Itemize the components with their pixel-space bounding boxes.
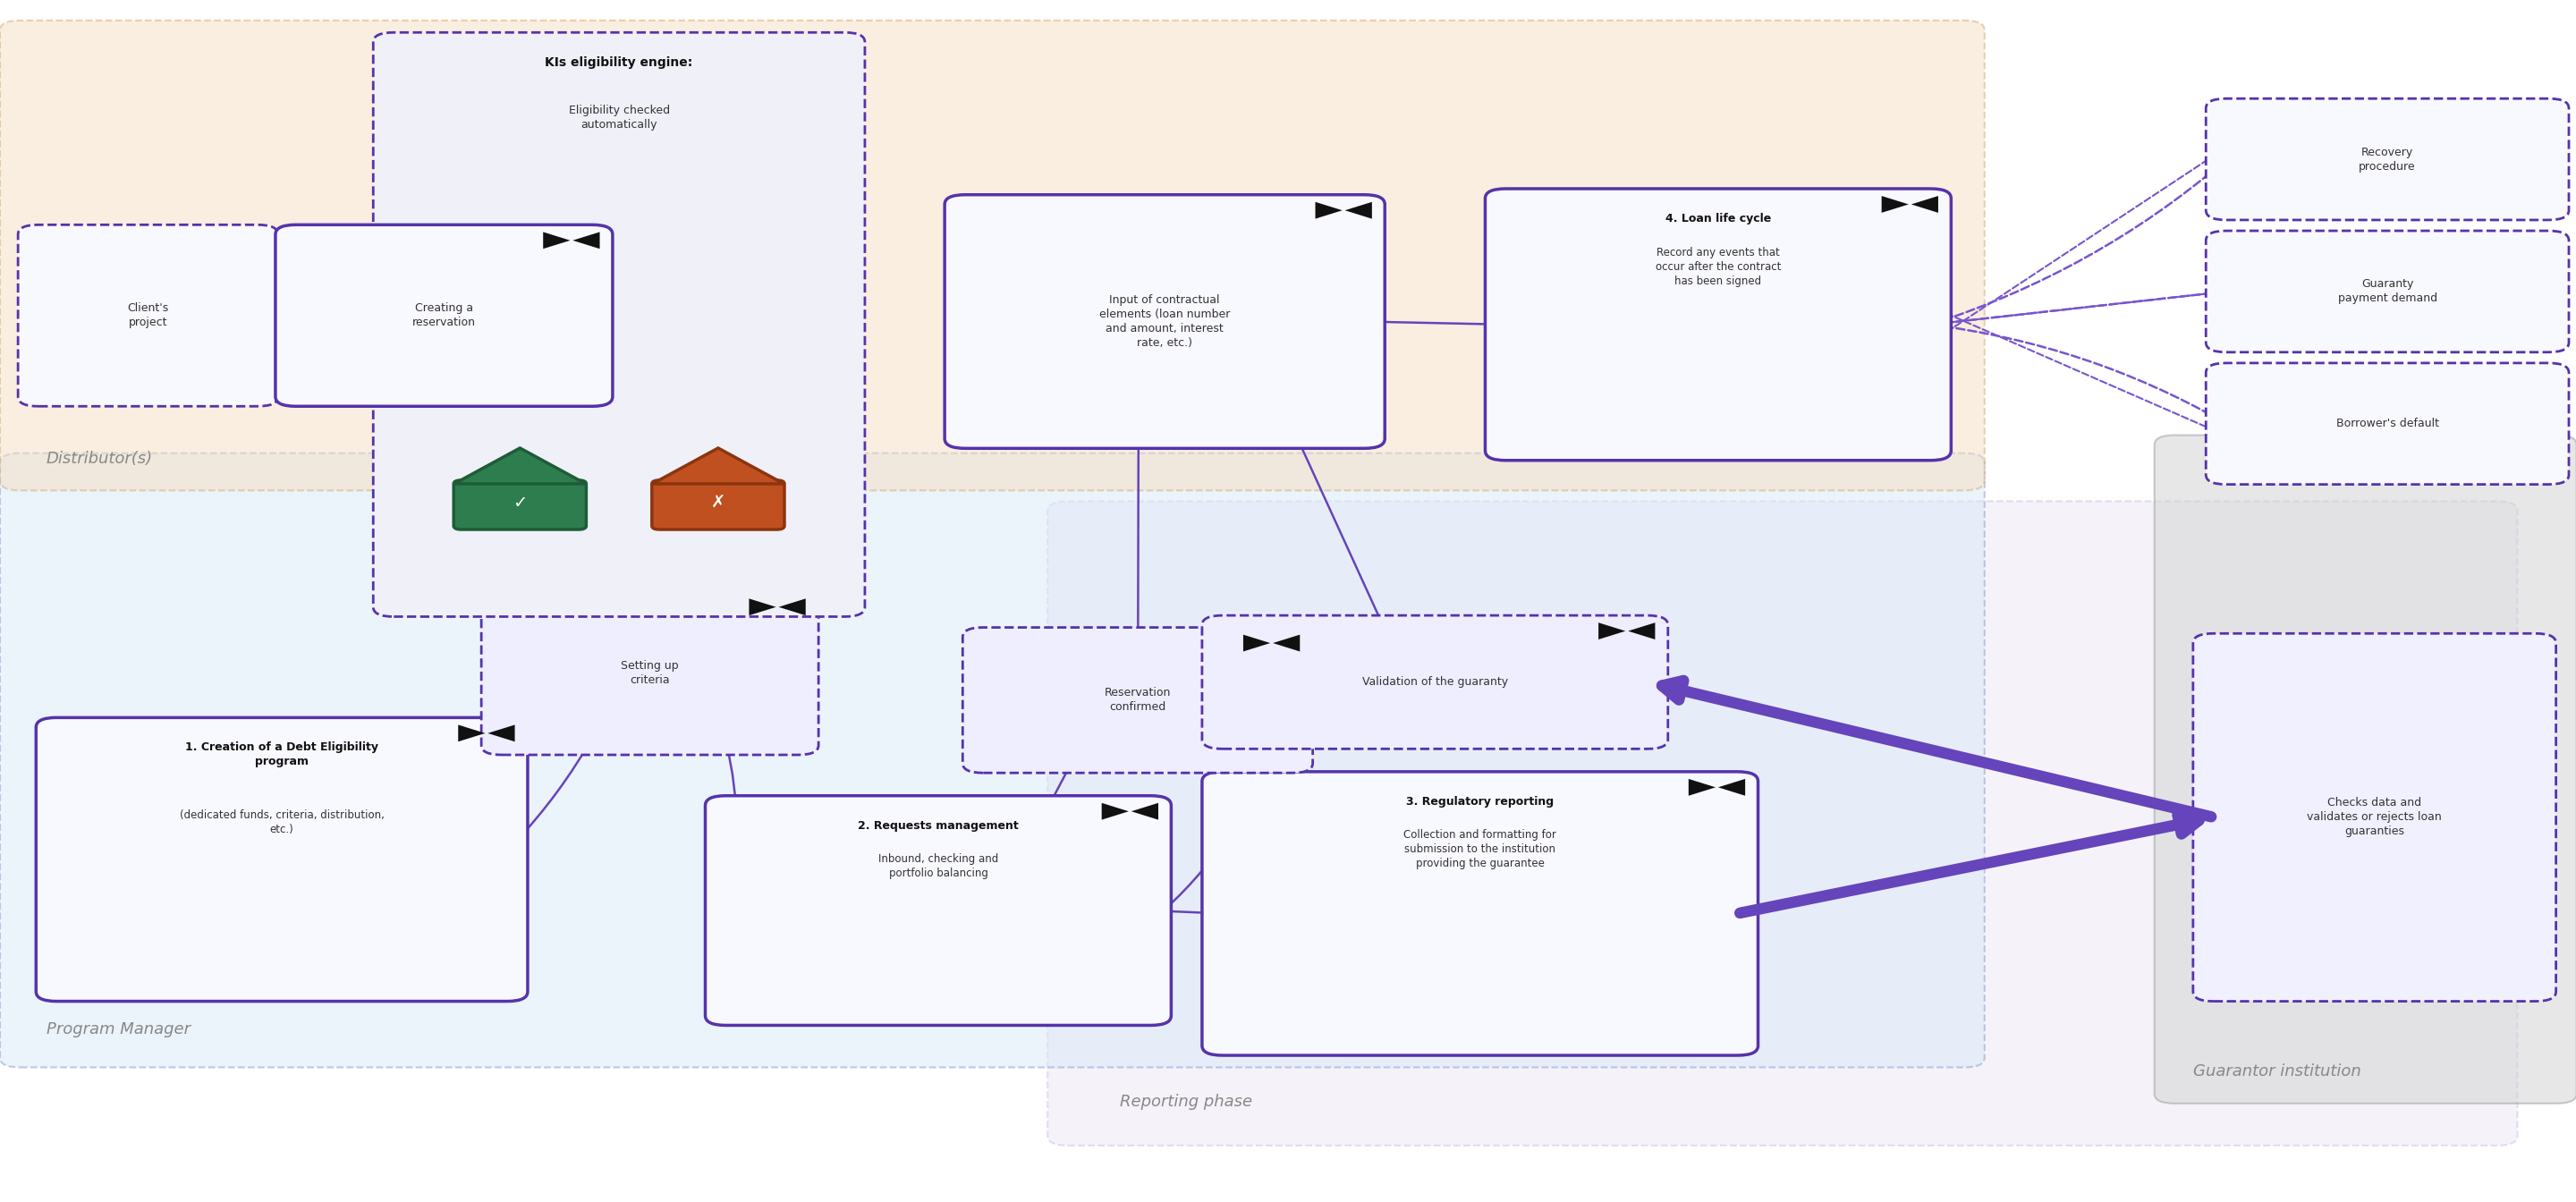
FancyBboxPatch shape <box>2205 231 2568 352</box>
Text: Inbound, checking and
portfolio balancing: Inbound, checking and portfolio balancin… <box>878 853 999 880</box>
FancyBboxPatch shape <box>2205 99 2568 220</box>
Text: Guarantor institution: Guarantor institution <box>2192 1064 2362 1079</box>
Text: Setting up
criteria: Setting up criteria <box>621 660 680 686</box>
FancyBboxPatch shape <box>945 195 1386 448</box>
FancyBboxPatch shape <box>453 481 587 530</box>
Polygon shape <box>1345 202 1373 219</box>
Polygon shape <box>544 232 569 249</box>
FancyBboxPatch shape <box>374 32 866 617</box>
FancyBboxPatch shape <box>963 627 1314 773</box>
FancyBboxPatch shape <box>0 20 1984 490</box>
Text: 1. Creation of a Debt Eligibility
program: 1. Creation of a Debt Eligibility progra… <box>185 742 379 768</box>
Text: Checks data and
validates or rejects loan
guaranties: Checks data and validates or rejects loa… <box>2308 797 2442 838</box>
Polygon shape <box>572 232 600 249</box>
Polygon shape <box>1628 623 1656 639</box>
FancyBboxPatch shape <box>1048 501 2517 1146</box>
Text: Reservation
confirmed: Reservation confirmed <box>1105 688 1172 713</box>
Polygon shape <box>750 599 775 615</box>
Text: Input of contractual
elements (loan number
and amount, interest
rate, etc.): Input of contractual elements (loan numb… <box>1100 294 1231 349</box>
Polygon shape <box>778 599 806 615</box>
Polygon shape <box>487 725 515 742</box>
Polygon shape <box>652 448 783 484</box>
FancyBboxPatch shape <box>652 481 786 530</box>
FancyBboxPatch shape <box>1203 615 1667 749</box>
Polygon shape <box>1880 196 1909 213</box>
Text: Validation of the guaranty: Validation of the guaranty <box>1363 677 1507 688</box>
Text: 3. Regulatory reporting: 3. Regulatory reporting <box>1406 796 1553 808</box>
Text: ✓: ✓ <box>513 494 528 511</box>
FancyBboxPatch shape <box>2205 363 2568 484</box>
Text: Distributor(s): Distributor(s) <box>46 451 152 466</box>
Polygon shape <box>453 448 585 484</box>
Text: Creating a
reservation: Creating a reservation <box>412 303 477 328</box>
Text: Guaranty
payment demand: Guaranty payment demand <box>2336 279 2437 304</box>
Polygon shape <box>1911 196 1937 213</box>
Text: Collection and formatting for
submission to the institution
providing the guaran: Collection and formatting for submission… <box>1404 829 1556 869</box>
Text: KIs eligibility engine:: KIs eligibility engine: <box>546 56 693 69</box>
Text: Reporting phase: Reporting phase <box>1121 1094 1252 1109</box>
FancyBboxPatch shape <box>2192 633 2555 1001</box>
FancyBboxPatch shape <box>706 796 1172 1025</box>
FancyBboxPatch shape <box>1486 189 1950 460</box>
FancyBboxPatch shape <box>276 225 613 406</box>
Polygon shape <box>1103 803 1128 820</box>
Text: 2. Requests management: 2. Requests management <box>858 820 1018 832</box>
Polygon shape <box>459 725 484 742</box>
Polygon shape <box>1316 202 1342 219</box>
Text: Program Manager: Program Manager <box>46 1022 191 1037</box>
Text: Recovery
procedure: Recovery procedure <box>2360 147 2416 172</box>
FancyBboxPatch shape <box>482 591 819 755</box>
Text: Borrower's default: Borrower's default <box>2336 418 2439 429</box>
FancyBboxPatch shape <box>0 453 1984 1067</box>
Text: ✗: ✗ <box>711 494 726 511</box>
Text: 4. Loan life cycle: 4. Loan life cycle <box>1664 213 1772 225</box>
FancyBboxPatch shape <box>2154 435 2576 1103</box>
Text: Eligibility checked
automatically: Eligibility checked automatically <box>569 90 670 130</box>
FancyBboxPatch shape <box>18 225 278 406</box>
Polygon shape <box>1718 779 1744 796</box>
Text: (dedicated funds, criteria, distribution,
etc.): (dedicated funds, criteria, distribution… <box>180 809 384 835</box>
FancyBboxPatch shape <box>36 718 528 1001</box>
Polygon shape <box>1244 635 1270 651</box>
Polygon shape <box>1131 803 1159 820</box>
Text: Client's
project: Client's project <box>126 303 167 328</box>
Text: Record any events that
occur after the contract
has been signed: Record any events that occur after the c… <box>1656 246 1780 286</box>
Polygon shape <box>1687 779 1716 796</box>
Polygon shape <box>1273 635 1301 651</box>
FancyBboxPatch shape <box>1203 772 1757 1055</box>
Polygon shape <box>1600 623 1625 639</box>
